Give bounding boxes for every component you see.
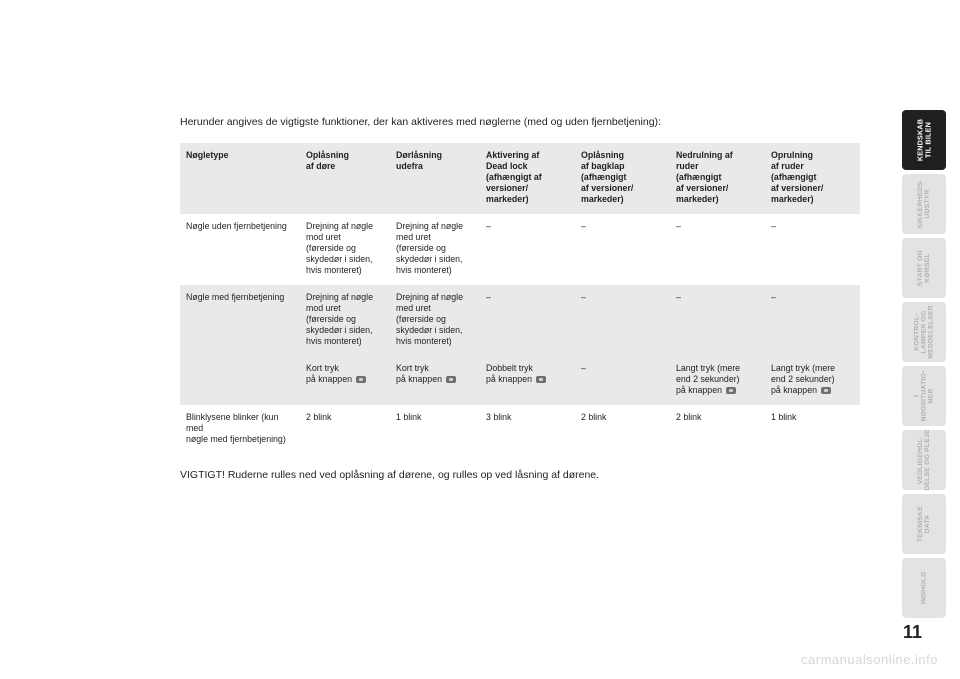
tab-label: KONTROL-LAMPER OGMEDDELELSER xyxy=(913,305,934,359)
tab-label: INDHOLD xyxy=(920,572,927,604)
row3-label: Blinklysene blinker (kun mednøgle med fj… xyxy=(180,405,300,454)
watermark: carmanualsonline.info xyxy=(801,652,938,667)
tab-sikkerhedsudstyr[interactable]: SIKKERHEDS-UDSTYR xyxy=(902,174,946,234)
tab-vedligeholdelse[interactable]: VEDLIGEHOL-DELSE OG PLEJE xyxy=(902,430,946,490)
row0-c2: Drejning af nøglemed uret(førerside ogsk… xyxy=(390,214,480,285)
th-4: Oplåsningaf bagklap(afhængigtaf versione… xyxy=(575,143,670,214)
row1-c2: Drejning af nøglemed uret(førerside ogsk… xyxy=(390,285,480,356)
row2-c3: Dobbelt trykpå knappen xyxy=(480,356,575,405)
row-merged-label: Nøgle med fjernbetjening xyxy=(180,285,300,405)
intro-text: Herunder angives de vigtigste funktioner… xyxy=(180,115,860,129)
row2-c1-text: Kort trykpå knappen xyxy=(306,363,352,384)
row2-c4: – xyxy=(575,356,670,405)
row2-c3-text: Dobbelt trykpå knappen xyxy=(486,363,533,384)
row3-c3: 3 blink xyxy=(480,405,575,454)
table-row: Nøgle med fjernbetjening Drejning af nøg… xyxy=(180,285,860,356)
th-1: Oplåsningaf døre xyxy=(300,143,390,214)
row3-c1: 2 blink xyxy=(300,405,390,454)
row1-c5: – xyxy=(670,285,765,356)
row3-c4: 2 blink xyxy=(575,405,670,454)
tab-label: START OGKØRSEL xyxy=(917,250,931,286)
row2-c2-text: Kort trykpå knappen xyxy=(396,363,442,384)
remote-button-icon xyxy=(356,376,366,383)
side-tabs: KENDSKABTIL BILEN SIKKERHEDS-UDSTYR STAR… xyxy=(902,110,946,622)
th-0: Nøgletype xyxy=(180,143,300,214)
page-number: 11 xyxy=(903,622,922,643)
row2-c6: Langt tryk (mereend 2 sekunder)på knappe… xyxy=(765,356,860,405)
row0-c1: Drejning af nøglemod uret(førerside ogsk… xyxy=(300,214,390,285)
th-6: Oprulningaf ruder(afhængigtaf versioner/… xyxy=(765,143,860,214)
row1-c3: – xyxy=(480,285,575,356)
tab-label: KENDSKABTIL BILEN xyxy=(916,119,931,161)
row0-c5: – xyxy=(670,214,765,285)
row1-c6: – xyxy=(765,285,860,356)
tab-label: INØDSITUATIO-NER xyxy=(913,371,934,422)
row0-c3: – xyxy=(480,214,575,285)
row0-c6: – xyxy=(765,214,860,285)
row3-c6: 1 blink xyxy=(765,405,860,454)
tab-indhold[interactable]: INDHOLD xyxy=(902,558,946,618)
tab-label: SIKKERHEDS-UDSTYR xyxy=(917,179,931,228)
tab-kendskab-til-bilen[interactable]: KENDSKABTIL BILEN xyxy=(902,110,946,170)
row2-c2: Kort trykpå knappen xyxy=(390,356,480,405)
row2-c5: Langt tryk (mereend 2 sekunder)på knappe… xyxy=(670,356,765,405)
tab-kontrollamper[interactable]: KONTROL-LAMPER OGMEDDELELSER xyxy=(902,302,946,362)
row3-c2: 1 blink xyxy=(390,405,480,454)
remote-button-icon xyxy=(821,387,831,394)
remote-button-icon xyxy=(446,376,456,383)
tab-label: VEDLIGEHOL-DELSE OG PLEJE xyxy=(917,429,931,490)
page-content: Herunder angives de vigtigste funktioner… xyxy=(180,115,860,482)
tab-start-og-korsel[interactable]: START OGKØRSEL xyxy=(902,238,946,298)
remote-button-icon xyxy=(536,376,546,383)
tab-nodsituationer[interactable]: INØDSITUATIO-NER xyxy=(902,366,946,426)
row1-c4: – xyxy=(575,285,670,356)
row3-c5: 2 blink xyxy=(670,405,765,454)
outro-text: VIGTIGT! Ruderne rulles ned ved oplåsnin… xyxy=(180,468,860,482)
th-3: Aktivering afDead lock(afhængigt afversi… xyxy=(480,143,575,214)
remote-button-icon xyxy=(726,387,736,394)
row1-c1: Drejning af nøglemod uret(førerside ogsk… xyxy=(300,285,390,356)
row0-label: Nøgle uden fjernbetjening xyxy=(180,214,300,285)
key-functions-table: Nøgletype Oplåsningaf døre Dørlåsningude… xyxy=(180,143,860,454)
table-row: Blinklysene blinker (kun mednøgle med fj… xyxy=(180,405,860,454)
tab-tekniske-data[interactable]: TEKNISKEDATA xyxy=(902,494,946,554)
table-row: Nøgle uden fjernbetjening Drejning af nø… xyxy=(180,214,860,285)
row0-c4: – xyxy=(575,214,670,285)
th-2: Dørlåsningudefra xyxy=(390,143,480,214)
th-5: Nedrulning afruder(afhængigtaf versioner… xyxy=(670,143,765,214)
table-header-row: Nøgletype Oplåsningaf døre Dørlåsningude… xyxy=(180,143,860,214)
tab-label: TEKNISKEDATA xyxy=(917,506,931,542)
row2-c1: Kort trykpå knappen xyxy=(300,356,390,405)
